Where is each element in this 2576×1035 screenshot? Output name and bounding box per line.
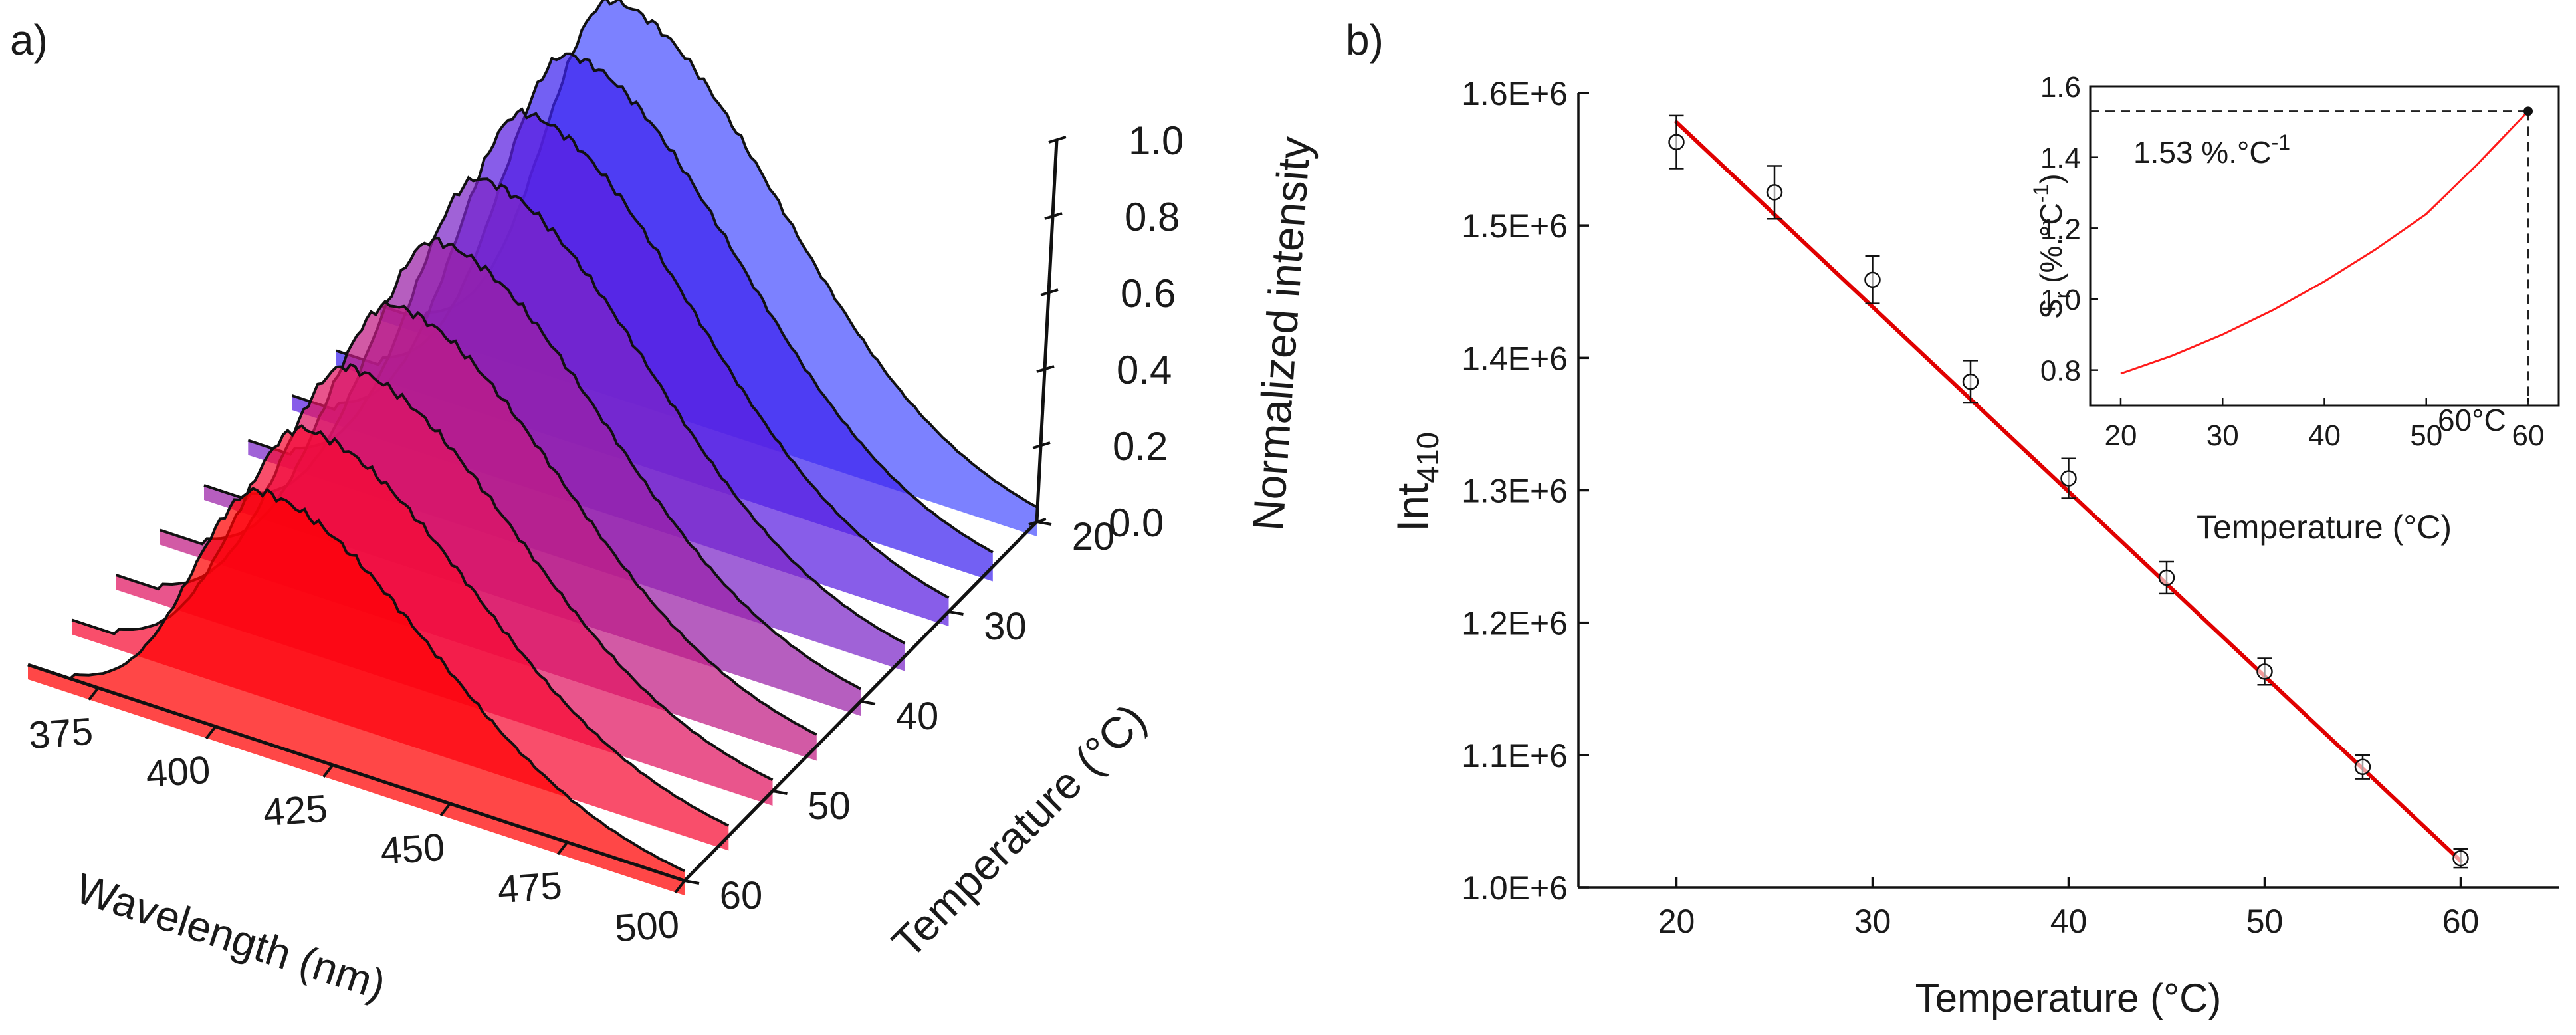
wavelength-tick-label: 425: [262, 787, 329, 835]
main-y-tick-label: 1.1E+6: [1461, 737, 1568, 774]
inset-x-tick-label: 30: [2206, 419, 2239, 452]
max-temperature-annotation: 60°C: [2438, 403, 2506, 437]
inset-y-tick-label: 1.2: [2040, 213, 2081, 245]
wavelength-tick: [205, 725, 217, 740]
inset-y-tick-label: 1.6: [2040, 71, 2081, 104]
wavelength-tick: [88, 687, 100, 701]
spectrum-line-60: [27, 487, 685, 873]
intensity-tick: [1040, 288, 1059, 296]
intensity-axis-label: Normalized intensity: [1243, 135, 1319, 532]
wavelength-axis-line: [27, 663, 685, 883]
wavelength-tick-label: 400: [144, 748, 211, 796]
temperature-tick: [772, 790, 788, 795]
intensity-tick-label: 0.6: [1121, 271, 1176, 316]
inset-x-tick-label: 40: [2308, 419, 2341, 452]
data-point: [2256, 663, 2273, 680]
main-x-ticks: 20 30 40 50 60: [1658, 877, 2480, 940]
data-point: [2060, 470, 2077, 487]
wavelength-tick-label: 375: [27, 710, 94, 758]
main-y-axis-label: Int410: [1388, 432, 1445, 532]
temperature-tick-label: 20: [1072, 515, 1115, 558]
intensity-tick: [1036, 365, 1055, 373]
spectra-ridges: [27, 0, 1037, 895]
intensity-tick: [1048, 136, 1067, 144]
wavelength-tick-label: 450: [379, 826, 446, 873]
data-point: [2452, 850, 2469, 867]
wavelength-tick-label: 475: [496, 864, 564, 912]
temperature-tick: [684, 879, 700, 885]
intensity-axis-line: [1035, 139, 1059, 522]
data-point: [2354, 758, 2371, 776]
intensity-tick: [1044, 212, 1063, 220]
data-point: [1864, 271, 1881, 288]
intensity-tick-label: 0.4: [1117, 348, 1172, 392]
intensity-tick-label: 0.2: [1113, 424, 1168, 469]
inset-y-tick-label: 1.4: [2040, 142, 2081, 175]
main-y-tick-label: 1.3E+6: [1461, 473, 1568, 510]
temperature-tick: [948, 610, 964, 616]
inset-x-tick-label: 60: [2512, 419, 2545, 452]
wavelength-tick: [674, 879, 686, 894]
temperature-tick-label: 30: [984, 605, 1027, 648]
temperature-tick-label: 40: [896, 695, 939, 738]
main-y-tick-label: 1.0E+6: [1461, 869, 1568, 907]
intensity-tick: [1032, 441, 1051, 449]
main-x-tick-label: 60: [2442, 903, 2480, 940]
max-sensitivity-annotation: 1.53 %.°C-1: [2133, 130, 2290, 170]
temperature-ticks: 20 30 40 50 60: [684, 515, 1115, 917]
temperature-tick-label: 60: [720, 874, 763, 917]
data-point: [1766, 184, 1783, 201]
intensity-tick-label: 1.0: [1128, 118, 1184, 163]
sensitivity-curve: [2120, 110, 2529, 375]
main-x-tick-label: 40: [2050, 903, 2088, 940]
max-sensitivity-point: [2523, 106, 2533, 116]
wavelength-ticks: 375 400 425 450 475 500: [27, 687, 686, 951]
main-y-tick-label: 1.6E+6: [1461, 75, 1568, 112]
intensity-tick: [1028, 518, 1047, 526]
inset-x-axis-label: Temperature (°C): [2197, 509, 2452, 546]
temperature-tick-label: 50: [807, 784, 851, 828]
inset-y-ticks: 0.8 1.0 1.2 1.4 1.6: [2040, 71, 2098, 388]
wavelength-tick-label: 500: [613, 903, 681, 951]
data-point: [2158, 569, 2175, 586]
inset-sensitivity-chart: 0.8 1.0 1.2 1.4 1.6 20 30 40 50 60 Temperature (…: [2029, 71, 2560, 546]
inset-x-tick-label: 50: [2410, 419, 2442, 452]
panel-a-label: a): [10, 16, 48, 64]
wavelength-tick: [322, 764, 334, 778]
main-y-tick-label: 1.5E+6: [1461, 207, 1568, 245]
wavelength-axis-label: Wavelength (nm): [70, 864, 391, 1009]
inset-x-ticks: 20 30 40 50 60: [2105, 398, 2545, 452]
data-point: [1962, 373, 1979, 390]
temperature-tick: [860, 700, 876, 705]
wavelength-tick: [556, 841, 569, 856]
inset-frame: [2089, 85, 2560, 407]
main-x-tick-label: 20: [1658, 903, 1695, 940]
inset-y-axis-label: Sr (%.°C-1): [2029, 173, 2074, 319]
inset-y-tick-label: 0.8: [2040, 355, 2081, 388]
panel-b-label: b): [1346, 16, 1384, 64]
intensity-tick-label: 0.8: [1125, 195, 1180, 239]
spectrum-fill-60: [28, 488, 685, 895]
main-data-points: [1668, 114, 2469, 869]
main-y-tick-label: 1.2E+6: [1461, 605, 1568, 642]
panel-b-intensity-vs-temperature: b) 1.0E+61.1E+61.2E+61.3E+61.4E+61.5E+61…: [1346, 16, 2560, 1020]
main-x-tick-label: 50: [2246, 903, 2284, 940]
intensity-ticks: 0.0 0.2 0.4 0.6 0.8 1.0: [1028, 118, 1184, 545]
inset-x-tick-label: 20: [2105, 419, 2137, 452]
wavelength-tick: [439, 802, 451, 817]
intensity-tick-label: 0.0: [1109, 501, 1164, 545]
main-x-tick-label: 30: [1854, 903, 1891, 940]
data-point: [1668, 134, 1685, 150]
main-x-axis-label: Temperature (°C): [1915, 976, 2222, 1020]
inset-y-tick-label: 1.0: [2040, 284, 2081, 316]
main-y-ticks: 1.0E+6 1.1E+6 1.2E+6 1.3E+6 1.4E+6 1.5E+6 1.6E…: [1461, 75, 1589, 907]
main-y-tick-label: 1.4E+6: [1461, 340, 1568, 377]
